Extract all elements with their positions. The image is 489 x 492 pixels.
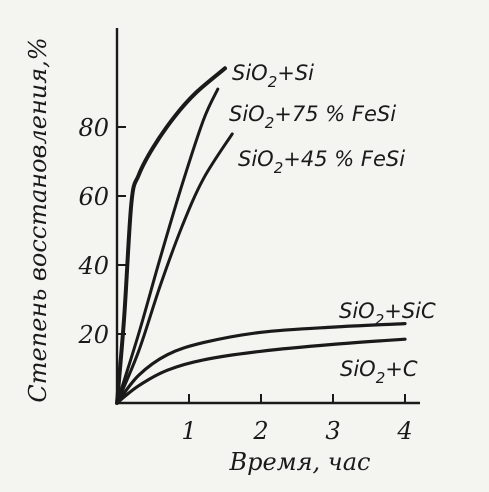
series-label-sio2-45-fesi: SiO2+45 % FeSi [238,147,405,177]
x-tick-label: 3 [325,417,340,445]
y-axis-label: Степень восстановления,% [24,37,52,402]
y-tick-label: 60 [78,183,109,211]
axes [115,28,420,405]
series-line-sio2-sic [115,322,407,405]
y-tick-label: 40 [77,252,109,280]
series-labels: SiO2+Si SiO2+75 % FeSi SiO2+45 % FeSi SiO2+… [229,61,436,387]
ticks: 1 2 3 4 20 40 60 80 [77,114,412,445]
series-label-sio2-c: SiO2+C [340,357,418,387]
series-line-sio2-si [115,66,227,405]
series-line-sio2-75-fesi [115,87,220,405]
series-label-sio2-si: SiO2+Si [232,61,314,91]
series-lines [115,66,407,405]
series-label-sio2-sic: SiO2+SiC [339,299,436,329]
x-tick-label: 1 [181,417,196,445]
x-axis-label: Время, час [229,448,371,476]
series-line-sio2-45-fesi [115,132,234,405]
x-tick-label: 4 [396,417,412,445]
x-tick-label: 2 [252,417,268,445]
y-tick-label: 80 [78,114,109,142]
y-tick-label: 20 [77,321,109,349]
series-line-sio2-c [115,337,407,405]
series-label-sio2-75-fesi: SiO2+75 % FeSi [229,102,396,132]
